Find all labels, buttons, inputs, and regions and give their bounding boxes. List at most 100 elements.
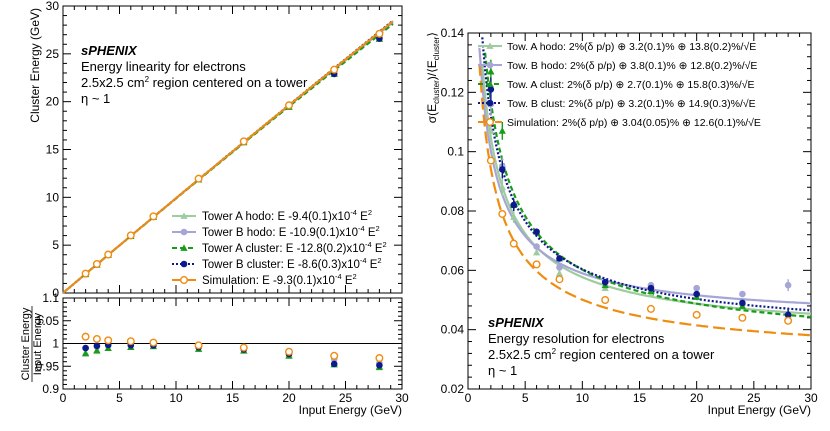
y-tick-label: 15: [46, 143, 60, 157]
resolution-description: Energy resolution for electrons: [488, 331, 665, 346]
resolution-fit-curve: [481, 37, 812, 312]
resolution-data-point: [693, 284, 700, 292]
resolution-data-point: [487, 67, 495, 75]
y-tick-label: 0: [52, 286, 59, 300]
resolution-fit-curve: [484, 52, 812, 319]
resolution-data-point: [556, 264, 563, 271]
resolution-legend-label: Tow. A hodo: 2%(δ p/p) ⊕ 3.2(0.1)% ⊕ 13.…: [507, 41, 756, 53]
x-tick-label: 20: [282, 391, 296, 405]
x-tick-label: 10: [576, 391, 590, 405]
x-tick-label: 0: [465, 391, 472, 405]
resolution-data-point: [647, 284, 655, 292]
resolution-region-text: 2.5x2.5 cm2 region centered on a tower: [488, 347, 715, 362]
resolution-eta-text: η ~ 1: [488, 363, 517, 378]
resolution-data-point: [498, 127, 506, 134]
linearity-data-point: [239, 137, 248, 146]
x-tick-label: 25: [339, 391, 353, 405]
ratio-ylabel: Cluster Energy Input Energy: [20, 306, 44, 382]
linearity-fit-line: [62, 23, 394, 294]
resolution-experiment-label: sPHENIX: [488, 315, 545, 330]
resolution-data-point: [533, 243, 540, 250]
linearity-eta-text: η ~ 1: [81, 91, 110, 106]
resolution-data-point: [532, 248, 541, 256]
ratio-data-point: [126, 337, 135, 346]
linearity-fit-curves: [62, 19, 394, 294]
x-tick-label: 5: [116, 391, 123, 405]
linearity-data-point: [285, 101, 294, 110]
ratio-xlabel: Input Energy (GeV): [299, 403, 402, 417]
resolution-legend: Tow. A hodo: 2%(δ p/p) ⊕ 3.2(0.1)% ⊕ 13.…: [478, 41, 761, 129]
ratio-data-point: [375, 354, 384, 363]
linearity-description: Energy linearity for electrons: [81, 59, 246, 74]
linearity-legend-marker: [180, 260, 188, 268]
y-tick-label: 5: [52, 238, 59, 252]
resolution-data-point: [739, 299, 746, 307]
x-tick-label: 15: [226, 391, 240, 405]
ratio-data-point: [81, 332, 90, 341]
ratio-panel: 0 5 10 15 20 25 30 0.9 0.95 1 1.05 1.1 Cluster Ener…: [20, 291, 409, 417]
linearity-data-point: [126, 231, 135, 240]
linearity-ylabel: Cluster Energy (GeV): [28, 8, 42, 123]
y-tick-label: 30: [46, 0, 60, 13]
resolution-legend-marker: [486, 80, 494, 87]
y-tick-label: 0.1: [447, 145, 464, 159]
resolution-data-point: [487, 127, 495, 134]
resolution-data-point: [498, 183, 506, 191]
x-tick-label: 5: [522, 391, 529, 405]
x-tick-label: 20: [690, 391, 704, 405]
linearity-legend-label: Tower A hodo: E -9.4(0.1)x10-4 E2: [202, 208, 372, 223]
linearity-legend-marker: [180, 244, 188, 251]
resolution-axes: 0 5 10 15 20 25 30 0.02 0.04 0.06 0.08 0.1 0.12 0.14: [441, 26, 818, 405]
resolution-legend-marker: [486, 99, 494, 107]
linearity-legend-marker: [180, 228, 188, 236]
resolution-data-point: [510, 201, 518, 209]
resolution-legend-marker: [486, 117, 495, 126]
y-tick-label: 0.08: [441, 204, 465, 218]
linearity-panel: 0 5 10 15 20 25 30 Cluster Energy (GeV) sPHENI…: [28, 0, 403, 300]
linearity-region-text: 2.5x2.5 cm2 region centered on a tower: [81, 75, 308, 90]
x-tick-label: 10: [169, 391, 183, 405]
x-tick-label: 30: [395, 391, 409, 405]
linearity-data-point: [194, 174, 203, 183]
ratio-data-point: [285, 347, 294, 356]
linearity-legend-label: Simulation: E -9.3(0.1)x10-4 E2: [202, 272, 357, 287]
ratio-ylabel-denominator: Input Energy: [32, 312, 44, 375]
ratio-data-point: [330, 351, 339, 360]
ratio-data-point: [93, 346, 101, 354]
resolution-legend-label: Tow. B clust: 2%(δ p/p) ⊕ 3.2(0.1)% ⊕ 14…: [507, 98, 756, 110]
x-tick-label: 0: [60, 391, 67, 405]
resolution-fit-curve: [478, 63, 812, 337]
ratio-data-point: [93, 342, 101, 350]
resolution-data-point: [510, 213, 518, 220]
resolution-data-point: [601, 296, 610, 305]
linearity-data-point: [81, 269, 90, 278]
ratio-data-point: [92, 334, 101, 343]
y-tick-label: 0.12: [441, 85, 465, 99]
resolution-data-point: [498, 209, 507, 218]
resolution-data-point: [486, 156, 495, 165]
y-tick-label: 25: [46, 47, 60, 61]
linearity-legend-label: Tower B hodo: E -10.9(0.1)x10-4 E2: [202, 224, 380, 239]
resolution-legend-label: Simulation: 2%(δ p/p) ⊕ 3.04(0.05)% ⊕ 12…: [507, 117, 761, 129]
x-tick-label: 15: [633, 391, 647, 405]
ratio-data-point: [82, 344, 89, 352]
linearity-legend-marker: [180, 212, 188, 219]
y-tick-label: 0.9: [42, 382, 59, 396]
linearity-data-point: [330, 65, 339, 74]
y-tick-label: 1: [52, 337, 59, 351]
y-tick-label: 20: [46, 95, 60, 109]
y-tick-label: 0.95: [36, 359, 60, 373]
resolution-data-point: [532, 260, 541, 269]
resolution-data-point: [509, 239, 518, 248]
x-tick-label: 30: [804, 391, 818, 405]
resolution-data-point: [555, 275, 564, 284]
linearity-data-point: [92, 260, 101, 269]
linearity-experiment-label: sPHENIX: [81, 43, 138, 58]
ratio-data-point: [81, 349, 90, 357]
linearity-axes: 0 5 10 15 20 25 30: [46, 0, 403, 300]
resolution-data-point: [499, 166, 506, 173]
y-tick-label: 1.05: [36, 314, 60, 328]
ratio-axes: 0 5 10 15 20 25 30 0.9 0.95 1 1.05 1.1: [36, 291, 409, 405]
resolution-data-point: [693, 290, 700, 298]
